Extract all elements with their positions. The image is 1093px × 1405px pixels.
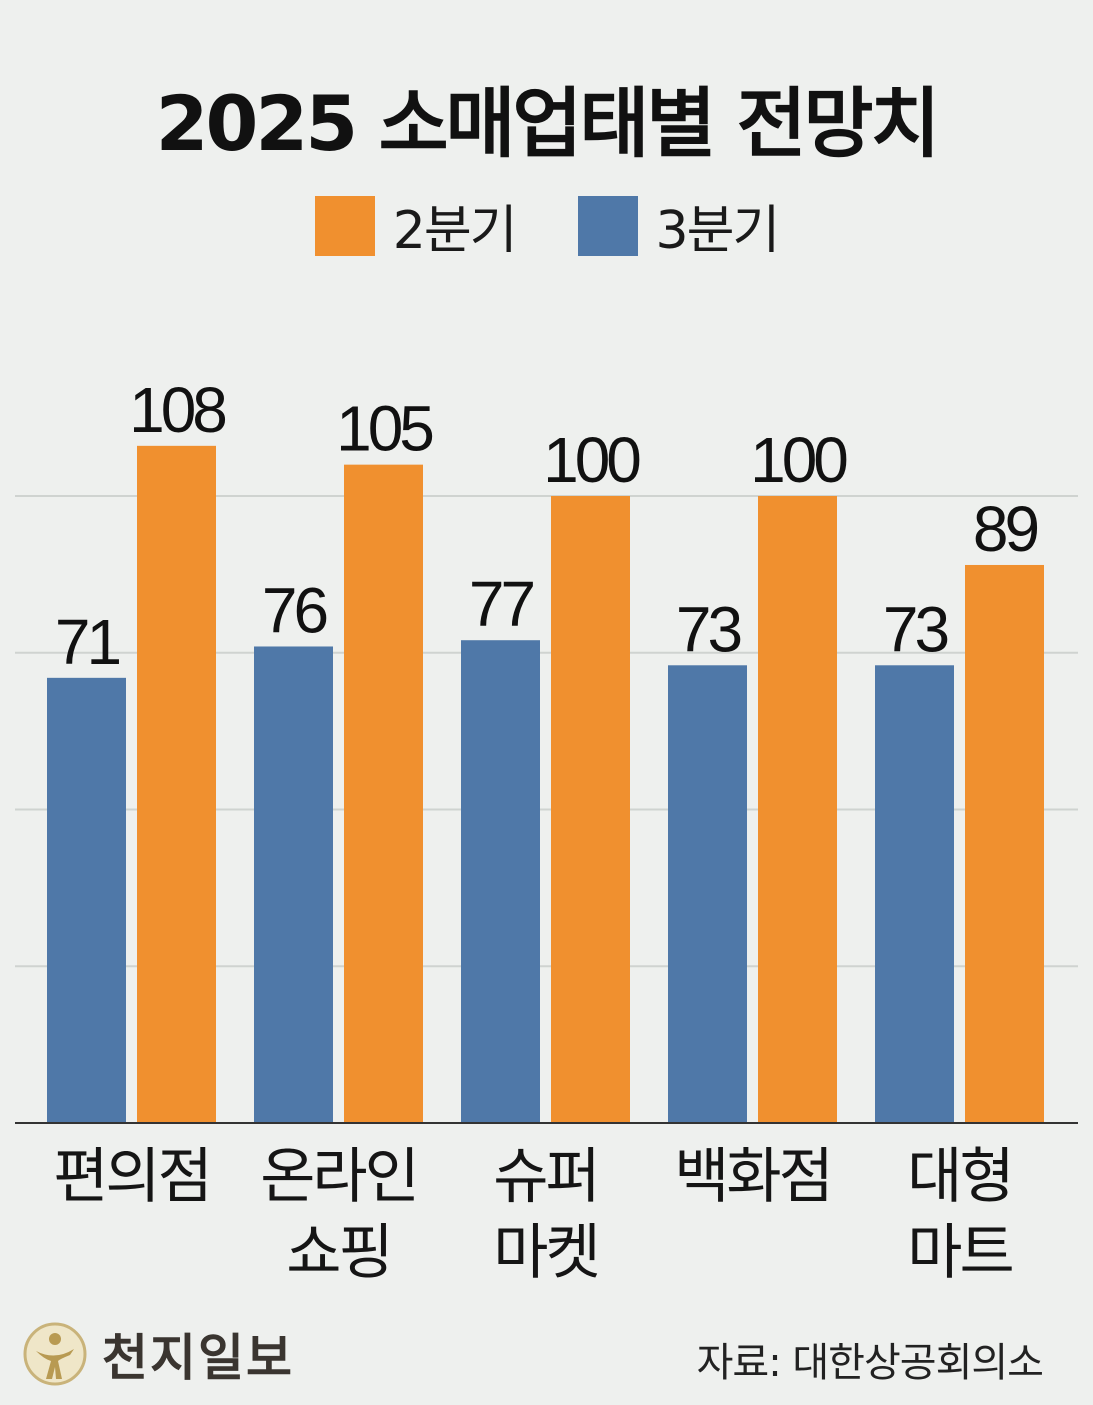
bar-q2: [758, 496, 837, 1123]
category-label: 마켓: [493, 1218, 597, 1288]
data-label: 100: [543, 424, 640, 496]
category-label: 쇼핑: [286, 1218, 390, 1288]
category-label: 온라인: [260, 1142, 417, 1212]
data-label: 105: [336, 393, 432, 465]
data-label: 108: [129, 374, 225, 446]
bar-q2: [137, 445, 216, 1124]
category-label: 백화점: [674, 1142, 831, 1212]
legend-swatch-q3: [577, 195, 638, 256]
data-label: 89: [973, 493, 1038, 565]
legend-label-q2: 2분기: [392, 201, 518, 261]
data-label: 73: [676, 593, 741, 665]
bar-q3: [668, 665, 747, 1123]
data-label: 76: [262, 574, 327, 646]
bar-q3: [254, 646, 333, 1123]
logo-text: 천지일보: [102, 1329, 294, 1387]
category-label: 대형: [907, 1142, 1011, 1212]
legend: 2분기 3분기: [0, 188, 1093, 263]
bar-q3: [461, 640, 540, 1123]
chart-title: 2025 소매업태별 전망치: [155, 79, 941, 168]
publisher-logo: 천지일보: [22, 1318, 294, 1390]
data-label: 71: [55, 606, 120, 678]
bar-q3: [875, 665, 954, 1123]
category-label: 편의점: [53, 1142, 210, 1212]
category-label: 마트: [907, 1218, 1012, 1288]
bar-q2: [551, 496, 630, 1123]
bar-q3: [47, 677, 126, 1123]
legend-item-q2: 2분기: [314, 188, 518, 263]
bar-q2: [965, 564, 1044, 1123]
legend-label-q3: 3분기: [655, 201, 781, 261]
source-note: 자료: 대한상공회의소: [696, 1340, 1044, 1386]
bar-q2: [344, 464, 423, 1123]
logo-emblem-icon: [23, 1322, 87, 1386]
data-label: 77: [469, 568, 534, 640]
data-label: 100: [750, 424, 847, 496]
legend-item-q3: 3분기: [577, 188, 781, 263]
data-label: 73: [883, 593, 948, 665]
category-label: 슈퍼: [493, 1142, 597, 1212]
legend-swatch-q2: [314, 195, 375, 256]
